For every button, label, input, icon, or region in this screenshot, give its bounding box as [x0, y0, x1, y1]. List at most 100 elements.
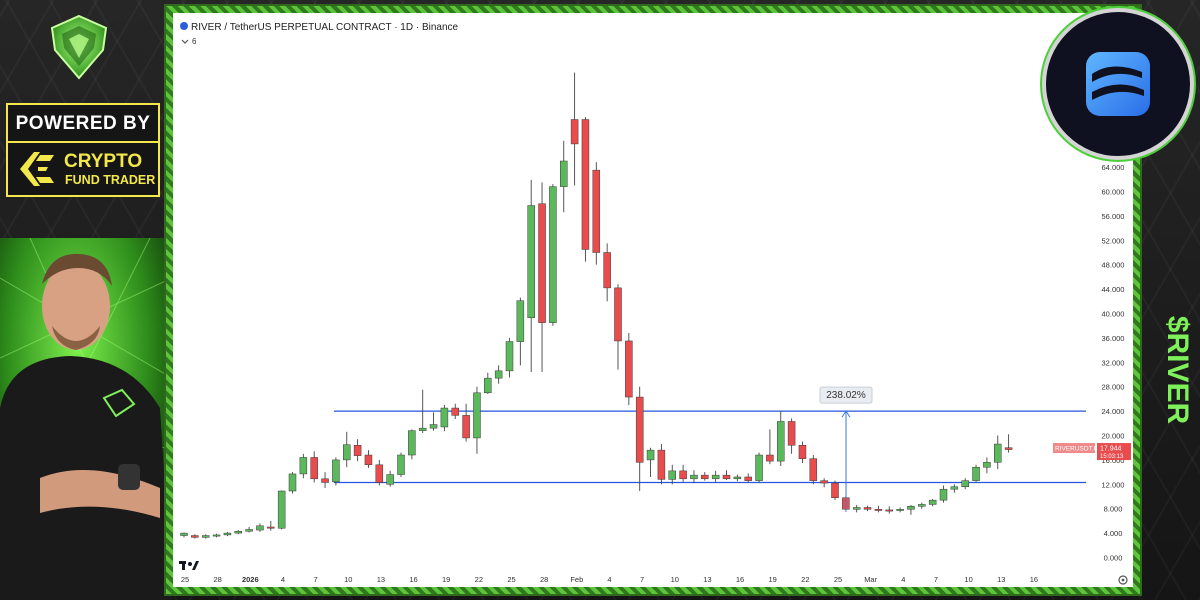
candle-body: [994, 443, 1002, 463]
price-tick-label: 60.000: [1102, 188, 1125, 197]
candle: [722, 470, 731, 481]
settings-icon[interactable]: [1118, 575, 1128, 585]
candle: [440, 405, 449, 432]
time-tick-label: 4: [607, 575, 611, 584]
candle-body: [744, 476, 752, 481]
candle-body: [918, 504, 926, 507]
candle: [994, 435, 1002, 470]
candle-body: [592, 169, 601, 253]
time-tick-label: 2026: [242, 575, 259, 584]
time-tick-label: Mar: [864, 575, 877, 584]
candle: [288, 472, 297, 494]
river-logo-icon: [1086, 52, 1150, 116]
price-tick-label: 24.000: [1102, 407, 1125, 416]
panel-divider: [8, 141, 158, 143]
horizontal-levels: [333, 410, 1086, 484]
candle: [961, 478, 969, 490]
candle-body: [787, 421, 796, 446]
price-tag-symbol: RIVERUSDT.P: [1055, 446, 1098, 453]
candle: [527, 179, 535, 373]
candle: [755, 452, 763, 483]
candle: [809, 455, 818, 485]
time-tick-label: Feb: [570, 575, 583, 584]
candle-body: [679, 470, 687, 480]
candle: [484, 372, 492, 395]
candle: [603, 243, 611, 302]
candle: [711, 470, 720, 482]
time-tick-label: 13: [703, 575, 711, 584]
time-tick-label: 7: [640, 575, 644, 584]
price-tag-value: 17.944: [1100, 446, 1122, 453]
candle: [516, 297, 525, 366]
candle: [787, 418, 796, 454]
candle-body: [983, 462, 991, 468]
candle: [874, 505, 883, 513]
price-tag-symbol-bg: [1053, 443, 1095, 454]
candle-body: [874, 509, 883, 511]
candle-body: [809, 458, 818, 481]
candle: [831, 480, 839, 501]
candle: [451, 403, 459, 420]
candle-body: [451, 407, 459, 416]
candle-body: [440, 407, 449, 428]
ticker-label: $RIVER: [1161, 316, 1194, 425]
candle-body: [614, 287, 622, 342]
candle: [657, 444, 666, 485]
candle-body: [570, 119, 579, 145]
candle: [201, 534, 210, 539]
tradingview-logo-icon[interactable]: [179, 561, 199, 570]
time-tick-label: 22: [475, 575, 483, 584]
candle-body: [733, 476, 742, 480]
candle: [212, 533, 221, 538]
powered-by-panel: POWERED BY CRYPTO FUND TRADER: [6, 103, 160, 197]
price-tick-label: 8.000: [1104, 505, 1123, 514]
candle-body: [549, 186, 557, 323]
price-tick-label: 4.000: [1104, 529, 1123, 538]
time-tick-label: 25: [181, 575, 189, 584]
chevron-down-icon[interactable]: [181, 39, 189, 44]
candle-body: [516, 300, 525, 342]
candle-body: [852, 507, 861, 510]
candle-body: [484, 377, 492, 394]
time-tick-label: 7: [934, 575, 938, 584]
candle: [950, 484, 959, 493]
price-tick-label: 16.000: [1102, 456, 1125, 465]
candle-body: [831, 482, 839, 498]
candle: [972, 464, 980, 482]
indicator-count[interactable]: 6: [192, 37, 197, 46]
candle: [494, 365, 503, 384]
symbol-icon: [180, 22, 188, 30]
candle: [180, 532, 188, 538]
diamond-crest-icon: [50, 14, 108, 80]
price-tag-value-bg: [1097, 443, 1131, 461]
price-tick-label: 52.000: [1102, 236, 1125, 245]
price-chart[interactable]: 0.000 4.000 8.000 12.000 16.000 20.000 24.000 2…: [173, 13, 1133, 587]
candle-body: [473, 392, 481, 439]
measure-arrow: [841, 410, 851, 418]
time-tick-label: 28: [540, 575, 548, 584]
candle-body: [863, 507, 872, 510]
candle-body: [353, 445, 362, 456]
candle-body: [527, 205, 535, 319]
candle-body: [635, 396, 644, 463]
price-tick-label: 64.000: [1102, 163, 1125, 172]
candle: [1004, 434, 1013, 453]
candle-body: [972, 466, 980, 481]
measure-label-box: [819, 386, 873, 404]
price-tick-label: 56.000: [1102, 212, 1125, 221]
time-tick-label: 25: [507, 575, 515, 584]
time-tick-label: 16: [1030, 575, 1038, 584]
time-tick-label: 19: [769, 575, 777, 584]
time-tick-label: 22: [801, 575, 809, 584]
candle: [744, 473, 752, 483]
time-tick-label: 25: [834, 575, 842, 584]
candle-body: [201, 535, 210, 538]
chart-header: RIVER / TetherUS PERPETUAL CONTRACT · 1D…: [180, 22, 459, 46]
candle: [386, 470, 394, 487]
candle-body: [820, 480, 828, 484]
candle-body: [625, 340, 633, 398]
candle-body: [777, 421, 785, 462]
candle: [939, 485, 948, 503]
price-tick-label: 28.000: [1102, 383, 1125, 392]
candle: [375, 459, 384, 486]
